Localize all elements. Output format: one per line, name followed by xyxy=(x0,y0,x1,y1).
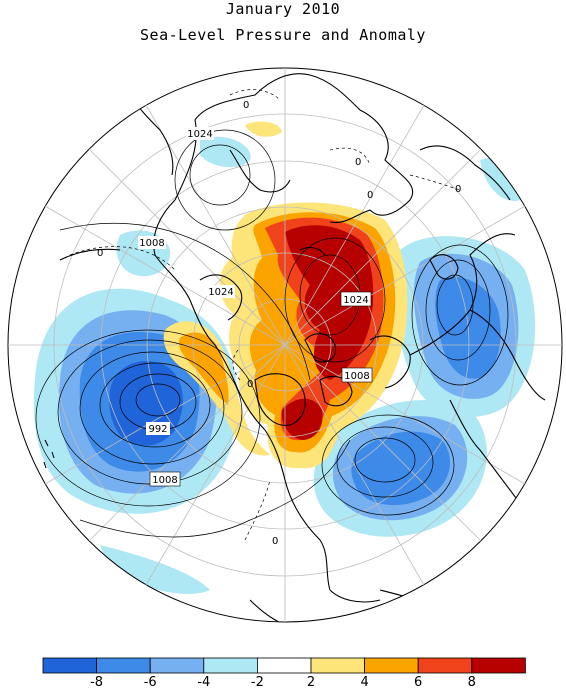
colorbar-swatch xyxy=(96,657,151,674)
svg-text:1024: 1024 xyxy=(343,295,368,306)
contour-labels: 1024 1008 1024 1024 1008 992 1008 0 0 0 … xyxy=(97,100,461,547)
colorbar-tick-label: -6 xyxy=(144,675,157,688)
contour-label-1024-nw: 1024 xyxy=(186,127,214,140)
contour-label-0-far-e: 0 xyxy=(455,184,461,195)
colorbar-swatch xyxy=(149,657,205,674)
anomaly-arctic-high xyxy=(219,202,408,469)
contour-label-1008-w: 1008 xyxy=(138,236,166,249)
colorbar-swatch xyxy=(417,657,473,674)
colorbar-swatch xyxy=(310,657,365,674)
contour-label-0-ne: 0 xyxy=(355,157,361,168)
contour-label-0-s: 0 xyxy=(272,536,278,547)
colorbar-tick-label: -8 xyxy=(90,675,103,688)
colorbar-swatch xyxy=(203,657,258,674)
contour-label-1008-sw: 1008 xyxy=(149,471,181,487)
map-title: January 2010 xyxy=(225,0,341,18)
svg-text:1008: 1008 xyxy=(139,238,164,249)
slp-contours xyxy=(35,129,509,538)
contour-label-0-ne2: 0 xyxy=(367,190,373,201)
colorbar-swatch xyxy=(256,657,312,674)
anomaly-shading xyxy=(33,121,536,594)
contour-label-1024-e: 1024 xyxy=(340,291,372,307)
svg-text:1024: 1024 xyxy=(208,287,233,298)
contour-label-0-n: 0 xyxy=(243,100,249,111)
svg-text:1008: 1008 xyxy=(344,371,369,382)
svg-text:1024: 1024 xyxy=(187,129,212,140)
contour-label-992: 992 xyxy=(146,422,170,435)
anomaly-zero-contours xyxy=(69,89,461,541)
contour-label-1024-c: 1024 xyxy=(207,285,235,298)
colorbar-swatch xyxy=(364,657,419,674)
contour-label-1008-e: 1008 xyxy=(341,367,373,383)
colorbar-tick-label: 8 xyxy=(468,675,476,688)
colorbar-tick-label: 4 xyxy=(360,675,368,688)
contour-label-0-w: 0 xyxy=(97,248,103,259)
colorbar-tick-label: 6 xyxy=(414,675,422,688)
svg-text:992: 992 xyxy=(148,424,167,435)
anomaly-eurasia-low xyxy=(392,236,536,417)
colorbar-swatch xyxy=(42,657,97,674)
colorbar-tick-label: 2 xyxy=(307,675,315,688)
colorbar-tick-label: -2 xyxy=(251,675,264,688)
contour-label-0-c: 0 xyxy=(247,379,253,390)
map-subtitle: Sea-Level Pressure and Anomaly xyxy=(140,26,426,44)
svg-text:1008: 1008 xyxy=(152,475,177,486)
colorbar-tick-label: -4 xyxy=(197,675,210,688)
colorbar-swatch xyxy=(471,657,526,674)
